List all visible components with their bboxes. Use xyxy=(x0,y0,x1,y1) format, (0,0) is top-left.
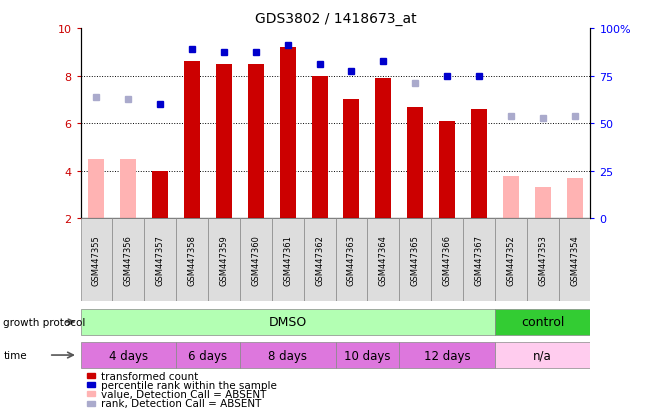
Text: GSM447353: GSM447353 xyxy=(538,235,547,285)
Bar xyxy=(89,159,105,219)
Bar xyxy=(439,121,455,219)
Text: GSM447357: GSM447357 xyxy=(156,235,164,285)
Bar xyxy=(495,309,590,335)
Bar xyxy=(495,342,590,368)
Text: GDS3802 / 1418673_at: GDS3802 / 1418673_at xyxy=(255,12,416,26)
Bar xyxy=(240,219,272,301)
Bar xyxy=(280,48,296,219)
Bar xyxy=(81,342,176,368)
Text: time: time xyxy=(3,350,27,360)
Text: growth protocol: growth protocol xyxy=(3,317,86,327)
Text: GSM447364: GSM447364 xyxy=(379,235,388,285)
Text: 6 days: 6 days xyxy=(189,349,227,362)
Text: 10 days: 10 days xyxy=(344,349,391,362)
Bar xyxy=(431,219,463,301)
Bar xyxy=(120,159,136,219)
Text: GSM447362: GSM447362 xyxy=(315,235,324,285)
Text: GSM447358: GSM447358 xyxy=(188,235,197,285)
Text: 8 days: 8 days xyxy=(268,349,307,362)
Bar xyxy=(152,171,168,219)
Bar xyxy=(336,219,368,301)
Bar xyxy=(303,219,336,301)
Bar xyxy=(558,219,590,301)
Text: GSM447366: GSM447366 xyxy=(443,235,452,286)
Bar xyxy=(216,64,232,219)
Text: GSM447354: GSM447354 xyxy=(570,235,579,285)
Text: n/a: n/a xyxy=(533,349,552,362)
Bar xyxy=(240,342,336,368)
Text: control: control xyxy=(521,316,564,329)
Bar xyxy=(81,309,495,335)
Text: GSM447356: GSM447356 xyxy=(124,235,133,285)
Bar xyxy=(566,178,582,219)
Text: transformed count: transformed count xyxy=(101,371,198,381)
Text: GSM447363: GSM447363 xyxy=(347,235,356,286)
Text: GSM447367: GSM447367 xyxy=(474,235,483,286)
Bar xyxy=(368,219,399,301)
Bar xyxy=(399,342,495,368)
Bar xyxy=(184,62,200,219)
Text: 12 days: 12 days xyxy=(424,349,470,362)
Bar xyxy=(503,176,519,219)
Bar xyxy=(176,342,240,368)
Bar xyxy=(248,64,264,219)
Bar xyxy=(272,219,303,301)
Bar xyxy=(375,79,391,219)
Bar xyxy=(176,219,208,301)
Bar xyxy=(495,219,527,301)
Bar xyxy=(527,219,559,301)
Text: GSM447359: GSM447359 xyxy=(219,235,228,285)
Text: GSM447365: GSM447365 xyxy=(411,235,419,285)
Bar xyxy=(399,219,431,301)
Bar xyxy=(81,219,113,301)
Bar xyxy=(311,76,327,219)
Bar xyxy=(336,342,399,368)
Text: rank, Detection Call = ABSENT: rank, Detection Call = ABSENT xyxy=(101,398,261,408)
Bar xyxy=(208,219,240,301)
Text: 4 days: 4 days xyxy=(109,349,148,362)
Bar xyxy=(407,107,423,219)
Text: GSM447352: GSM447352 xyxy=(507,235,515,285)
Text: value, Detection Call = ABSENT: value, Detection Call = ABSENT xyxy=(101,389,266,399)
Bar xyxy=(535,188,551,219)
Text: GSM447360: GSM447360 xyxy=(252,235,260,285)
Text: DMSO: DMSO xyxy=(268,316,307,329)
Text: percentile rank within the sample: percentile rank within the sample xyxy=(101,380,276,390)
Bar xyxy=(113,219,144,301)
Bar xyxy=(344,100,360,219)
Text: GSM447361: GSM447361 xyxy=(283,235,292,285)
Bar xyxy=(463,219,495,301)
Bar xyxy=(471,109,487,219)
Bar xyxy=(144,219,176,301)
Text: GSM447355: GSM447355 xyxy=(92,235,101,285)
